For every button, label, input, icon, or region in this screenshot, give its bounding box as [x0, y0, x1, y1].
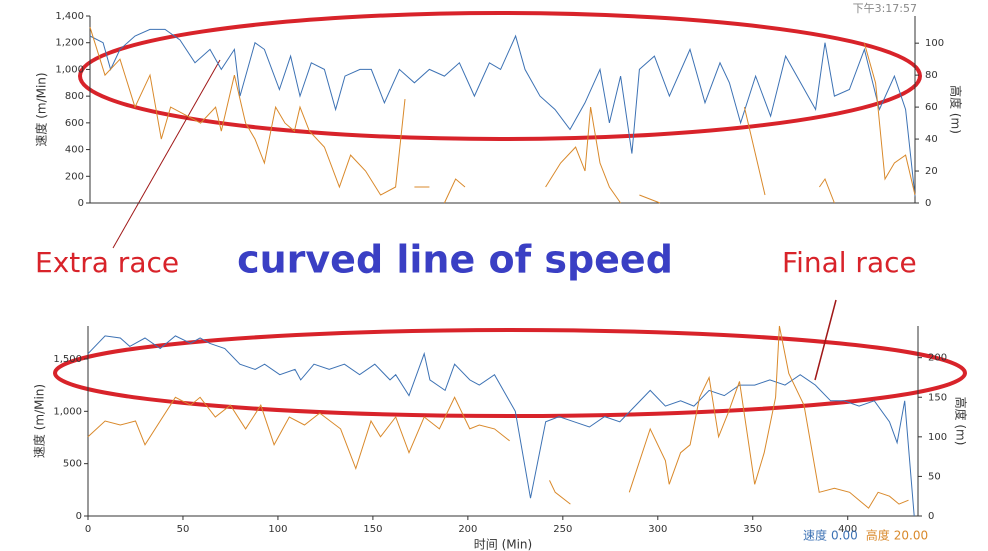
- y-tick-label: 1,200: [55, 38, 84, 49]
- y-tick-label: 1,400: [55, 11, 84, 22]
- y2-tick-label: 80: [925, 70, 938, 81]
- y-tick-label: 0: [76, 511, 82, 522]
- x-axis-label: 时间 (Min): [474, 538, 532, 551]
- y2-tick-label: 0: [925, 198, 931, 209]
- y-tick-label: 1,500: [53, 354, 82, 365]
- y-axis-label: 速度 (m/Min): [34, 72, 49, 146]
- x-tick-label: 50: [177, 524, 190, 535]
- y2-tick-label: 100: [928, 432, 947, 443]
- x-tick-label: 200: [458, 524, 477, 535]
- y-axis-label: 速度 (m/Min): [32, 384, 47, 458]
- y-tick-label: 600: [65, 118, 84, 129]
- y-tick-label: 0: [78, 198, 84, 209]
- legend-readout: 0.00: [831, 529, 858, 543]
- y2-axis-label: 高度 (m): [954, 397, 969, 446]
- y2-tick-label: 0: [928, 511, 934, 522]
- x-tick-label: 400: [838, 524, 857, 535]
- pointer-line: [814, 299, 837, 381]
- y2-tick-label: 150: [928, 392, 947, 403]
- y-tick-label: 1,000: [55, 64, 84, 75]
- legend-label: 高度: [866, 528, 890, 543]
- x-tick-label: 150: [363, 524, 382, 535]
- headline: curved line of speed: [237, 238, 673, 282]
- legend-label: 速度: [803, 528, 827, 543]
- annotation: Final race: [782, 246, 917, 279]
- series-line: [87, 335, 915, 517]
- y2-tick-label: 60: [925, 102, 938, 113]
- legend-readout: 20.00: [894, 529, 928, 543]
- y2-tick-label: 100: [925, 38, 944, 49]
- y2-tick-label: 40: [925, 134, 938, 145]
- y-tick-label: 1,000: [53, 406, 82, 417]
- pointer-line: [112, 59, 221, 249]
- y2-tick-label: 50: [928, 471, 941, 482]
- highlight-ellipse: [53, 328, 967, 418]
- series-line: [87, 325, 909, 509]
- y-tick-label: 500: [63, 459, 82, 470]
- series-line: [89, 27, 916, 204]
- x-tick-label: 0: [85, 524, 91, 535]
- annotation: Extra race: [35, 246, 179, 279]
- y-tick-label: 200: [65, 171, 84, 182]
- timestamp: 下午3:17:57: [853, 2, 917, 15]
- y2-tick-label: 200: [928, 353, 947, 364]
- x-tick-label: 300: [648, 524, 667, 535]
- y2-tick-label: 20: [925, 166, 938, 177]
- y-tick-label: 400: [65, 145, 84, 156]
- x-tick-label: 100: [268, 524, 287, 535]
- x-tick-label: 350: [743, 524, 762, 535]
- y-tick-label: 800: [65, 91, 84, 102]
- series-line: [89, 28, 916, 197]
- highlight-ellipse: [78, 11, 922, 141]
- y2-axis-label: 高度 (m): [949, 85, 964, 134]
- x-tick-label: 250: [553, 524, 572, 535]
